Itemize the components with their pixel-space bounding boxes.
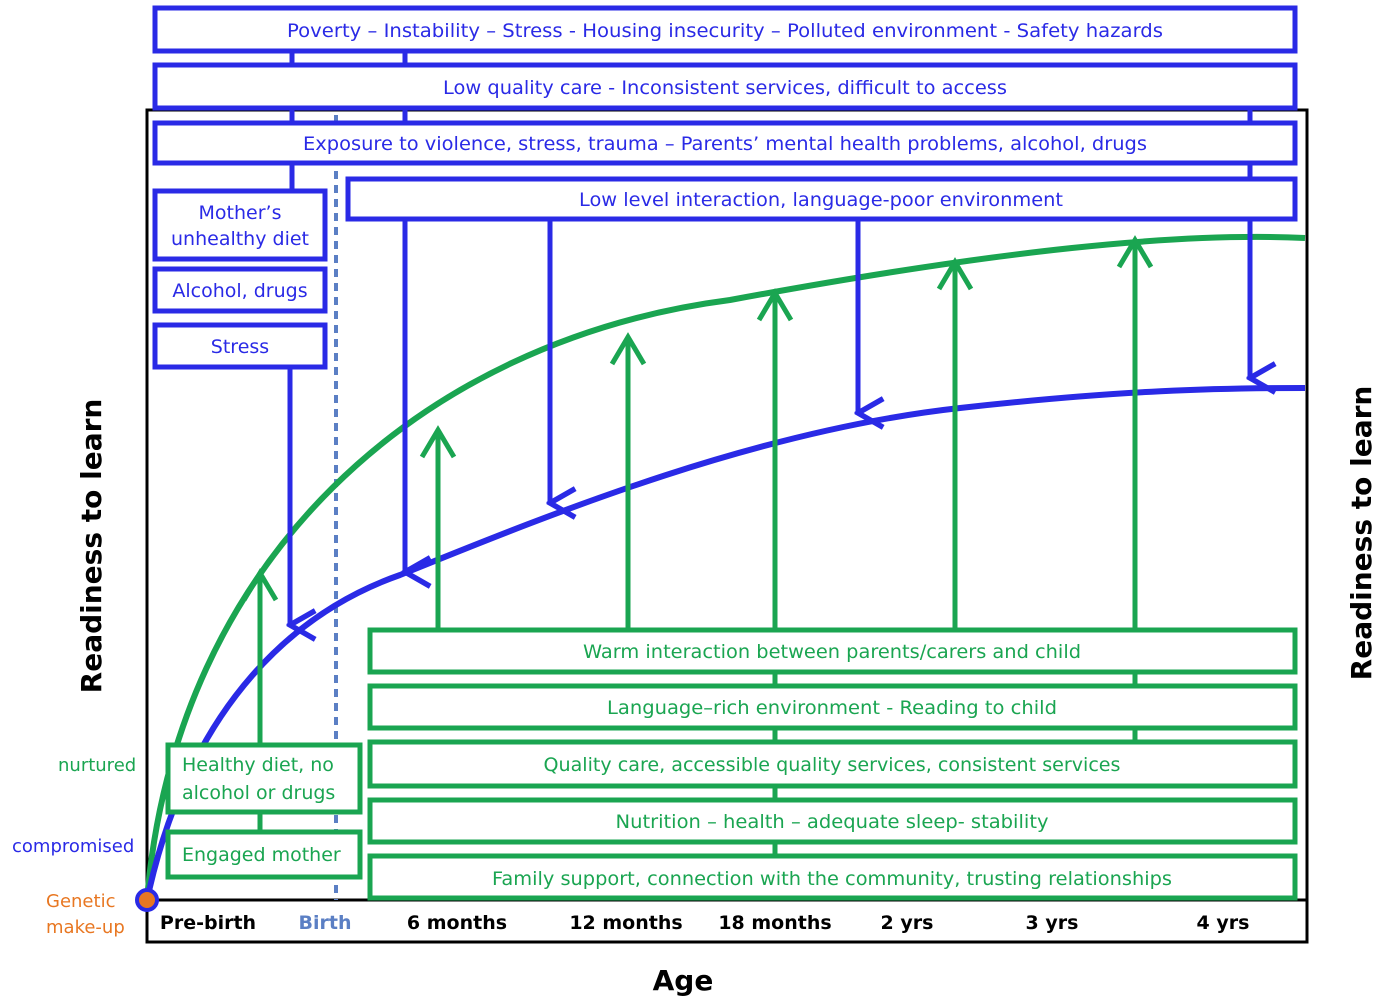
positive-factor-5: Family support, connection with the comm… <box>492 868 1172 890</box>
y-axis-title-left: Readiness to learn <box>75 399 108 694</box>
age-tick-18m: 18 months <box>718 912 831 934</box>
age-tick-4y: 4 yrs <box>1197 912 1250 934</box>
prenatal-negative-1-line2: unhealthy diet <box>171 228 309 250</box>
positive-factor-4: Nutrition – health – adequate sleep- sta… <box>616 811 1049 833</box>
prenatal-positive-2: Engaged mother <box>182 844 341 866</box>
age-tick-3y: 3 yrs <box>1026 912 1079 934</box>
age-tick-birth: Birth <box>299 912 352 934</box>
genetic-origin-dot <box>135 888 159 912</box>
prenatal-negative-1-line1: Mother’s <box>199 202 282 224</box>
age-tick-12m: 12 months <box>569 912 682 934</box>
level-compromised: compromised <box>12 836 134 857</box>
positive-factor-3: Quality care, accessible quality service… <box>544 754 1121 776</box>
negative-factor-3: Exposure to violence, stress, trauma – P… <box>303 133 1147 155</box>
level-genetic-line2: make-up <box>46 917 125 938</box>
level-genetic-line1: Genetic <box>46 891 115 912</box>
negative-factor-1: Poverty – Instability – Stress - Housing… <box>287 20 1163 42</box>
x-axis-title: Age <box>653 964 714 997</box>
negative-factor-4: Low level interaction, language-poor env… <box>579 189 1063 211</box>
y-axis-title-right: Readiness to learn <box>1345 386 1378 681</box>
age-tick-2y: 2 yrs <box>881 912 934 934</box>
age-tick-prebirth: Pre-birth <box>160 912 256 934</box>
positive-factor-1: Warm interaction between parents/carers … <box>583 641 1081 663</box>
prenatal-positive-1-line1: Healthy diet, no <box>182 754 334 776</box>
prenatal-negative-3: Stress <box>211 336 269 358</box>
nurtured-curve <box>144 233 1306 901</box>
prenatal-negative-2: Alcohol, drugs <box>172 280 307 302</box>
positive-factor-boxes <box>165 627 1298 901</box>
positive-factor-2: Language–rich environment - Reading to c… <box>607 697 1057 719</box>
prenatal-positive-1-line2: alcohol or drugs <box>182 782 335 804</box>
age-tick-6m: 6 months <box>407 912 507 934</box>
negative-factor-2: Low quality care - Inconsistent services… <box>443 77 1007 99</box>
level-nurtured: nurtured <box>58 755 136 776</box>
negative-connectors <box>289 51 1253 191</box>
negative-factor-boxes <box>152 5 1298 370</box>
negative-arrows <box>290 219 1250 625</box>
